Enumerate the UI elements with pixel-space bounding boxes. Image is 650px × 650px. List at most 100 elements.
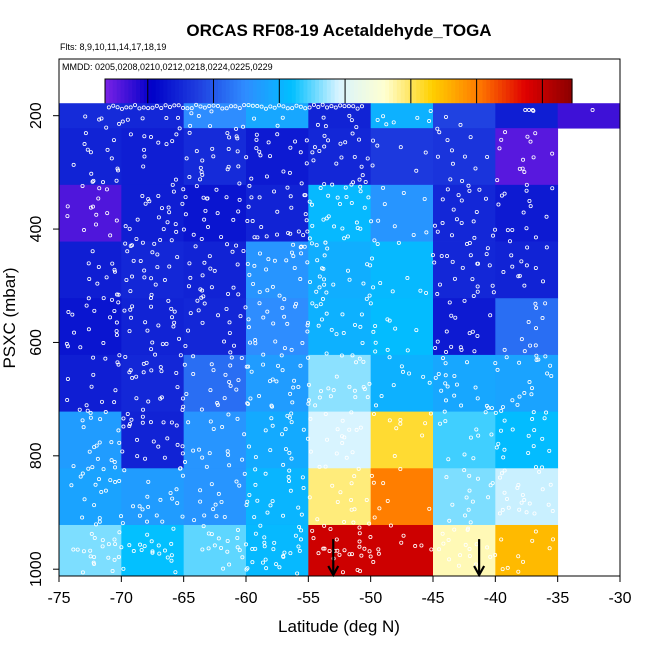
data-point xyxy=(323,464,328,469)
data-point xyxy=(263,557,268,562)
data-point xyxy=(357,539,362,544)
data-point xyxy=(266,140,271,145)
colorbar-segment xyxy=(229,79,235,118)
data-point xyxy=(306,398,311,403)
data-point xyxy=(483,410,488,415)
data-point xyxy=(307,199,312,204)
data-point xyxy=(359,553,364,558)
data-point xyxy=(424,230,429,235)
data-point xyxy=(381,185,386,190)
data-point xyxy=(307,279,312,284)
data-point xyxy=(209,362,214,367)
data-point xyxy=(488,483,493,488)
data-point xyxy=(156,323,161,328)
data-point xyxy=(510,264,515,269)
data-point xyxy=(531,444,536,449)
data-point xyxy=(282,346,287,351)
data-point xyxy=(306,401,311,406)
data-point xyxy=(122,468,127,473)
data-point xyxy=(496,441,501,446)
data-point xyxy=(362,205,367,210)
data-point xyxy=(109,458,114,463)
data-point xyxy=(80,183,85,188)
data-point xyxy=(547,546,552,551)
data-point xyxy=(235,527,240,532)
data-point xyxy=(515,402,520,407)
y-tick-label: 200 xyxy=(28,102,45,129)
data-point xyxy=(277,293,282,298)
data-point xyxy=(97,186,102,191)
colorbar-segment xyxy=(245,79,250,118)
data-point xyxy=(463,513,468,518)
data-point xyxy=(280,368,285,373)
data-point xyxy=(184,391,189,396)
data-point xyxy=(212,543,217,548)
colorbar-segment xyxy=(443,79,449,118)
data-point xyxy=(204,464,209,469)
data-point xyxy=(86,466,91,471)
data-point xyxy=(226,147,231,152)
data-point xyxy=(198,488,203,493)
data-point xyxy=(392,224,397,229)
data-point xyxy=(522,169,527,174)
data-point xyxy=(246,325,251,330)
data-point xyxy=(104,125,109,130)
colorbar-segment xyxy=(556,79,561,118)
colorbar-segment xyxy=(326,79,332,118)
data-point xyxy=(70,312,75,317)
data-point xyxy=(375,117,380,122)
data-point xyxy=(367,521,372,526)
data-point xyxy=(188,275,193,280)
data-point xyxy=(188,311,193,316)
data-point xyxy=(376,551,381,556)
colorbar-segment xyxy=(416,79,421,118)
data-point xyxy=(275,209,280,214)
data-point xyxy=(263,428,268,433)
data-point xyxy=(531,155,536,160)
data-point xyxy=(324,290,329,295)
data-point xyxy=(264,566,269,571)
data-point xyxy=(322,182,327,187)
data-point xyxy=(346,268,351,273)
data-point xyxy=(227,379,232,384)
data-point xyxy=(227,463,232,468)
data-point xyxy=(257,149,262,154)
data-point xyxy=(297,548,302,553)
heatmap-cell xyxy=(246,298,309,356)
data-point xyxy=(100,544,105,549)
data-point xyxy=(373,323,378,328)
data-point xyxy=(376,547,381,552)
data-point xyxy=(252,515,257,520)
data-point xyxy=(548,482,553,487)
data-point xyxy=(161,227,166,232)
heatmap-cell xyxy=(433,524,496,577)
data-point xyxy=(357,177,362,182)
arrow-head xyxy=(473,565,486,578)
data-point xyxy=(537,469,542,474)
data-point xyxy=(129,417,134,422)
data-point xyxy=(303,106,308,111)
data-point xyxy=(137,504,142,509)
colorbar-segment xyxy=(338,79,343,118)
data-point xyxy=(300,475,305,480)
data-point xyxy=(236,209,241,214)
data-point xyxy=(377,506,382,511)
data-point xyxy=(149,368,154,373)
data-point xyxy=(108,233,113,238)
data-point xyxy=(371,329,376,334)
data-point xyxy=(152,241,157,246)
data-point xyxy=(226,452,231,457)
data-point xyxy=(502,468,507,473)
data-point xyxy=(211,368,216,373)
data-point xyxy=(304,138,309,143)
data-point xyxy=(92,445,97,450)
data-point xyxy=(301,486,306,491)
data-point xyxy=(228,350,233,355)
data-point xyxy=(225,538,230,543)
data-point xyxy=(224,106,229,111)
heatmap-cell xyxy=(557,103,621,129)
data-point xyxy=(88,410,93,415)
data-point xyxy=(103,410,108,415)
data-point xyxy=(533,265,538,270)
data-point xyxy=(359,164,364,169)
